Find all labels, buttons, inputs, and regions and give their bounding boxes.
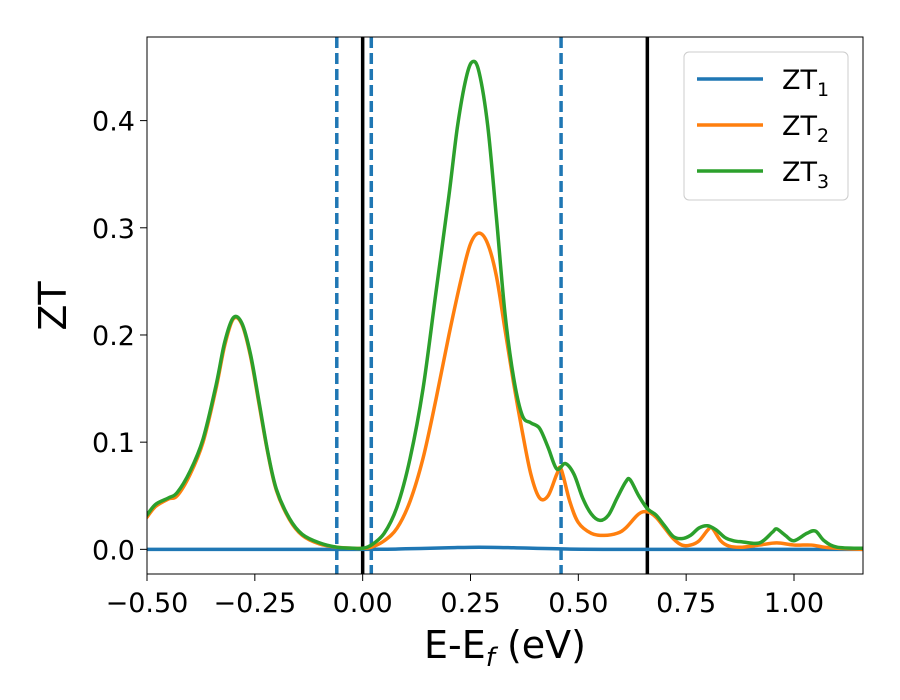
- reference-lines: [335, 37, 650, 574]
- x-axis-label-unit: (eV): [495, 623, 586, 667]
- x-tick-label: −0.25: [213, 588, 296, 619]
- series-lines: [147, 59, 863, 552]
- x-tick-label: 0.75: [656, 588, 716, 619]
- legend-label-zt1: ZT1: [782, 65, 829, 101]
- x-axis-label-main: E-E: [424, 623, 486, 667]
- x-tick-label: 0.25: [440, 588, 500, 619]
- x-tick-label: 1.00: [764, 588, 824, 619]
- x-tick-label: −0.50: [106, 588, 189, 619]
- series-line-zt3: [147, 59, 863, 551]
- legend: ZT1 ZT2 ZT3: [683, 51, 849, 201]
- plot-frame: [146, 36, 864, 575]
- x-tick-label: 0.50: [548, 588, 608, 619]
- y-axis: 0.0 0.1 0.2 0.3 0.4: [92, 107, 147, 566]
- y-tick-label: 0.2: [92, 321, 135, 352]
- legend-label-zt3: ZT3: [782, 157, 829, 193]
- x-axis-label: E-Ef (eV): [424, 623, 586, 673]
- y-tick-label: 0.3: [92, 214, 135, 245]
- y-tick-label: 0.0: [92, 535, 135, 566]
- legend-box: [683, 51, 849, 201]
- x-tick-label: 0.00: [333, 588, 393, 619]
- y-tick-label: 0.4: [92, 107, 135, 138]
- y-axis-label: ZT: [31, 281, 75, 331]
- legend-label-zt2: ZT2: [782, 111, 829, 147]
- x-axis: −0.50 −0.25 0.00 0.25 0.50 0.75 1.00: [106, 574, 824, 619]
- y-tick-label: 0.1: [92, 428, 135, 459]
